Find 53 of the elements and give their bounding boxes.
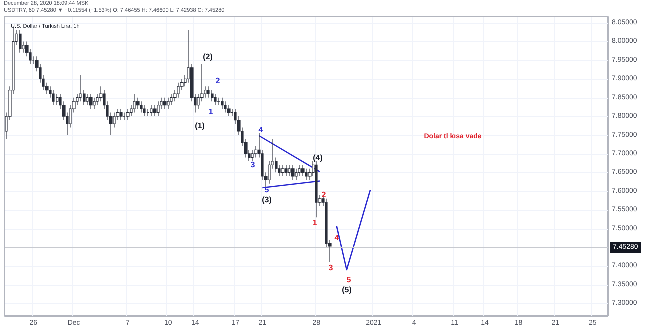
- candlestick: [281, 164, 285, 177]
- annotation: (5): [342, 286, 352, 294]
- candlestick: [224, 101, 227, 114]
- candlestick: [136, 98, 140, 110]
- annotation: 1: [208, 108, 214, 116]
- candlestick: [52, 90, 55, 106]
- candlestick: [133, 94, 136, 114]
- candlestick: [207, 86, 210, 98]
- candlestick: [89, 94, 93, 110]
- annotation: (3): [262, 196, 272, 204]
- candlestick: [214, 94, 217, 106]
- annotation: 2: [216, 76, 221, 86]
- annotation: 4: [258, 126, 264, 134]
- candlestick: [298, 164, 301, 177]
- candlestick: [305, 168, 308, 180]
- candlestick: [211, 90, 214, 102]
- candlestick: [170, 94, 173, 106]
- candlestick: [147, 108, 150, 117]
- candlestick: [93, 98, 96, 110]
- candlestick: [217, 98, 221, 106]
- candlestick: [163, 98, 167, 110]
- candlestick: [221, 98, 224, 110]
- annotation: (1): [195, 122, 206, 130]
- candlestick: [285, 164, 288, 177]
- candlestick: [150, 105, 153, 117]
- candlestick: [143, 105, 146, 117]
- candlestick: [288, 164, 291, 177]
- candlestick: [295, 168, 298, 180]
- annotation: 4: [334, 234, 340, 242]
- candlestick: [157, 101, 160, 117]
- candlestick: [301, 164, 305, 177]
- candlestick: [56, 94, 59, 106]
- annotation: 1: [312, 218, 318, 228]
- annotation: 3: [328, 264, 334, 272]
- candlestick: [79, 75, 82, 102]
- candlestick: [291, 164, 295, 180]
- annotation: 5: [346, 276, 352, 284]
- candlestick: [19, 30, 22, 54]
- candlestick: [126, 108, 130, 121]
- candlestick: [251, 150, 254, 162]
- annotation: (2): [203, 52, 214, 62]
- annotation: 2: [322, 190, 327, 200]
- candlestick: [177, 82, 180, 98]
- candlestick: [123, 112, 126, 121]
- candlestick: [140, 101, 143, 114]
- annotation: 3: [250, 160, 256, 170]
- candlestick: [167, 98, 170, 110]
- annotation: (4): [313, 154, 324, 162]
- candlestick: [227, 105, 231, 117]
- candlestick: [86, 94, 89, 106]
- candlestick: [153, 105, 157, 117]
- candlestick: [120, 108, 123, 121]
- candlestick: [315, 161, 318, 218]
